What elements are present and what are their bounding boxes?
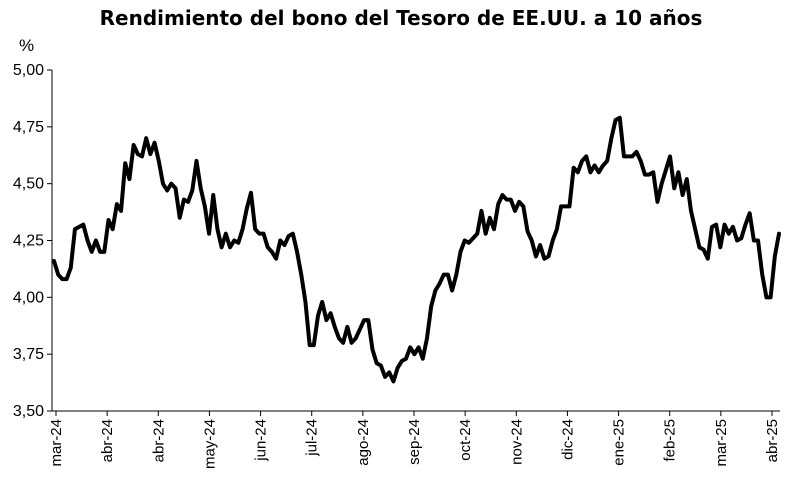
y-tick-label: 5,00 [13, 62, 44, 79]
chart-axes [51, 70, 780, 412]
x-tick-label: abr-24 [99, 419, 116, 462]
x-tick-label: may-24 [201, 419, 218, 469]
y-axis-ticks: 5,00 4,75 4,50 4,25 4,00 3,75 3,50 [13, 62, 52, 420]
y-tick-label: 4,50 [13, 176, 44, 193]
x-tick-label: dic-24 [559, 419, 576, 460]
x-tick-label: oct-24 [457, 419, 474, 461]
x-tick-label: jul-24 [304, 419, 321, 457]
x-tick-label: sep-24 [406, 419, 423, 465]
chart-title: Rendimiento del bono del Tesoro de EE.UU… [99, 6, 703, 30]
x-tick-label: jun-24 [253, 419, 270, 462]
x-tick-label: mar-25 [713, 419, 730, 467]
y-axis-unit-label: % [19, 36, 35, 55]
x-tick-label: abr-25 [764, 419, 781, 462]
x-tick-label: ene-25 [611, 419, 628, 466]
x-tick-label: nov-24 [508, 419, 525, 465]
y-tick-label: 4,75 [13, 119, 44, 136]
y-tick-label: 4,00 [13, 289, 44, 306]
x-tick-label: abr-24 [150, 419, 167, 462]
x-tick-label: feb-25 [662, 419, 679, 462]
y-tick-label: 3,75 [13, 346, 44, 363]
y-tick-label: 4,25 [13, 233, 44, 250]
series-line [52, 115, 781, 384]
y-tick-label: 3,50 [13, 403, 44, 420]
series-layer [52, 115, 781, 384]
x-axis-ticks: mar-24 abr-24 abr-24 may-24 jun-24 jul-24 ago-… [48, 411, 781, 469]
x-tick-label: mar-24 [48, 419, 65, 467]
x-tick-label: ago-24 [355, 419, 372, 466]
